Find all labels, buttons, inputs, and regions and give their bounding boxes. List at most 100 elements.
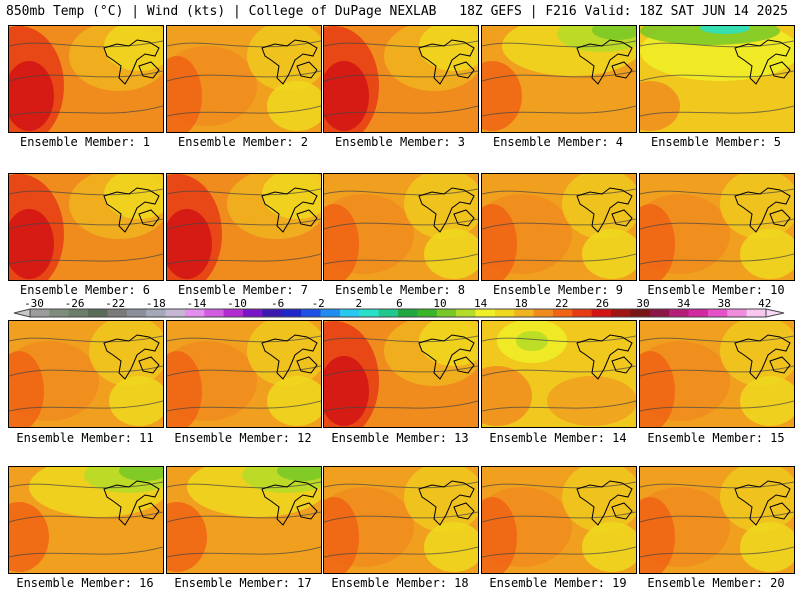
temperature-field xyxy=(640,26,794,132)
great-lakes-outline xyxy=(103,480,160,526)
member-map xyxy=(8,173,164,281)
member-caption: Ensemble Member: 4 xyxy=(492,135,624,149)
colorbar-swatch xyxy=(649,309,670,317)
temperature-region xyxy=(482,366,532,426)
height-contour xyxy=(167,481,321,489)
colorbar-tick-label: 2 xyxy=(355,297,363,310)
height-contour xyxy=(9,400,163,412)
great-lakes-outline xyxy=(576,334,633,380)
height-contour xyxy=(167,40,321,48)
temperature-field xyxy=(324,321,478,427)
great-lakes-outline xyxy=(734,480,791,526)
colorbar-min-arrow xyxy=(13,308,31,318)
colorbar-swatch xyxy=(707,309,728,317)
great-lakes-outline xyxy=(576,480,633,526)
temperature-region xyxy=(640,81,680,131)
colorbar-swatch xyxy=(572,309,593,317)
height-contour xyxy=(324,335,478,343)
colorbar-swatch xyxy=(107,309,128,317)
colorbar-swatch xyxy=(746,309,767,317)
temperature-region xyxy=(740,229,794,279)
great-lakes-outline xyxy=(576,187,633,233)
temperature-region xyxy=(740,376,794,426)
colorbar-swatch xyxy=(359,309,380,317)
member-map xyxy=(639,320,795,428)
temperature-field xyxy=(167,174,321,280)
member-caption: Ensemble Member: 8 xyxy=(334,283,466,297)
member-caption: Ensemble Member: 19 xyxy=(489,576,627,590)
height-contour xyxy=(167,365,321,377)
height-contour xyxy=(9,365,163,377)
great-lakes-outline xyxy=(103,187,160,233)
colorbar-swatch xyxy=(475,309,496,317)
member-caption: Ensemble Member: 14 xyxy=(489,431,627,445)
height-contour xyxy=(167,105,321,117)
colorbar-tick-label: 42 xyxy=(758,297,772,310)
temperature-region xyxy=(424,229,478,279)
height-contour xyxy=(324,365,478,377)
temperature-field xyxy=(9,26,163,132)
height-contour xyxy=(640,511,794,523)
colorbar-swatch xyxy=(436,309,457,317)
great-lakes-outline xyxy=(103,334,160,380)
colorbar-swatch xyxy=(591,309,612,317)
height-contour xyxy=(9,253,163,265)
temperature-field xyxy=(9,321,163,427)
height-contour xyxy=(640,40,794,48)
temperature-field xyxy=(640,321,794,427)
temperature-field xyxy=(167,467,321,573)
colorbar-swatch xyxy=(88,309,108,317)
height-contour xyxy=(482,188,636,196)
member-map xyxy=(323,320,479,428)
temperature-region xyxy=(104,26,163,71)
great-lakes-outline xyxy=(734,334,791,380)
height-contour xyxy=(482,481,636,489)
temperature-field xyxy=(640,174,794,280)
temperature-region xyxy=(109,376,163,426)
colorbar-swatch xyxy=(165,309,186,317)
height-contour xyxy=(167,335,321,343)
height-contour xyxy=(640,218,794,230)
height-contour xyxy=(482,105,636,117)
colorbar-tick-label: -6 xyxy=(270,297,285,310)
colorbar-swatch xyxy=(49,309,70,317)
height-contour xyxy=(640,365,794,377)
colorbar-tick-label: -14 xyxy=(186,297,207,310)
temperature-field xyxy=(324,26,478,132)
colorbar-outline xyxy=(29,308,767,318)
great-lakes-outline xyxy=(418,334,475,380)
member-map xyxy=(481,320,637,428)
height-contour xyxy=(9,40,163,48)
great-lakes-outline xyxy=(734,187,791,233)
colorbar-tick-label: -26 xyxy=(64,297,85,310)
colorbar-swatch xyxy=(68,309,89,317)
height-contour xyxy=(482,335,636,343)
colorbar-swatch xyxy=(146,309,167,317)
colorbar-tick-label: -2 xyxy=(311,297,325,310)
colorbar-swatch xyxy=(533,309,554,317)
temperature-field xyxy=(482,26,636,132)
colorbar-swatch xyxy=(378,309,399,317)
colorbar-tick-label: -30 xyxy=(24,297,44,310)
height-contour xyxy=(640,335,794,343)
height-contour xyxy=(167,188,321,196)
colorbar-swatch xyxy=(688,309,709,317)
colorbar-swatch xyxy=(552,309,573,317)
temperature-region xyxy=(740,522,794,572)
height-contour xyxy=(640,105,794,117)
great-lakes-outline xyxy=(576,39,633,85)
height-contour xyxy=(9,546,163,558)
colorbar-tick-label: 6 xyxy=(396,297,403,310)
member-map xyxy=(323,173,479,281)
height-contour xyxy=(640,70,794,82)
member-caption: Ensemble Member: 1 xyxy=(19,135,151,149)
height-contour xyxy=(324,105,478,117)
colorbar-tick-label: 38 xyxy=(717,297,731,310)
height-contour xyxy=(167,511,321,523)
height-contour xyxy=(167,70,321,82)
height-contour xyxy=(482,218,636,230)
colorbar-tick-label: 14 xyxy=(473,297,488,310)
temperature-region xyxy=(419,321,478,366)
run-valid-time: 18Z GEFS | F216 Valid: 18Z SAT JUN 14 20… xyxy=(459,4,788,19)
temperature-field xyxy=(324,467,478,573)
